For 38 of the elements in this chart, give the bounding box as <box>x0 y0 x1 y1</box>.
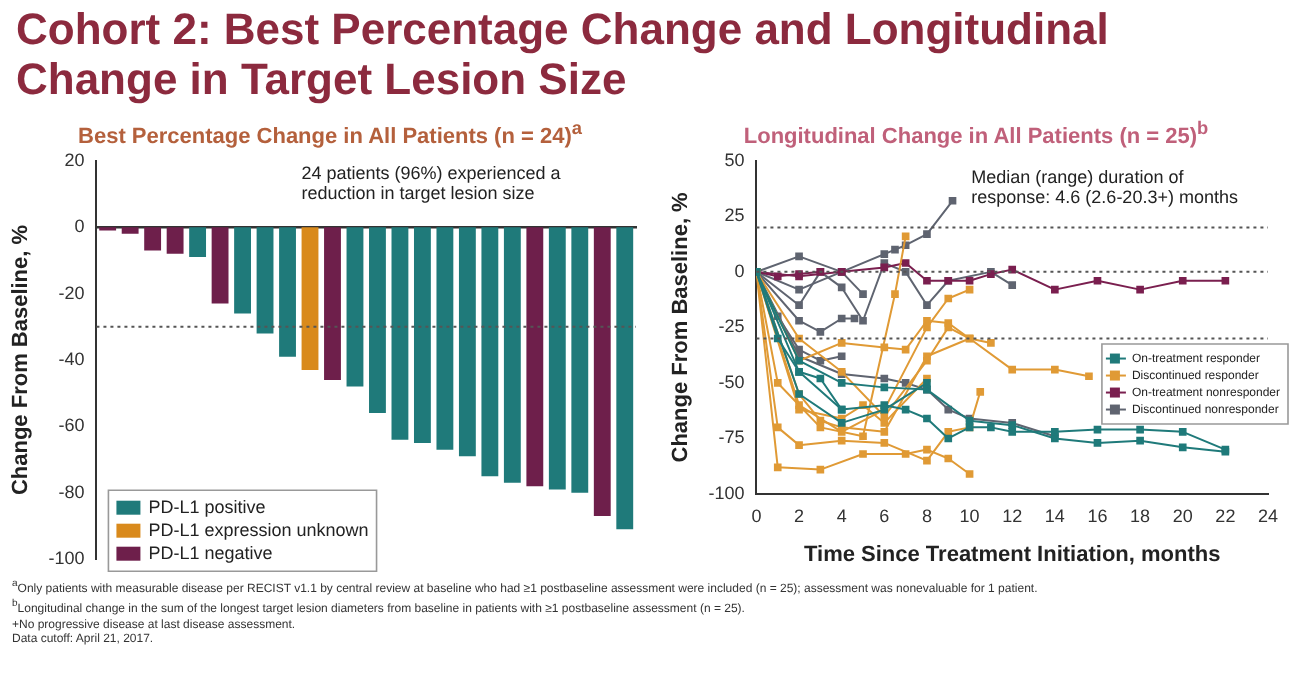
y-axis-title: Change From Baseline, % <box>9 224 34 496</box>
x-tick-label: 20 <box>1172 505 1193 526</box>
x-tick-label: 4 <box>836 505 847 526</box>
x-tick-label: 18 <box>1130 505 1151 526</box>
y-tick-label: 50 <box>724 149 745 170</box>
legend-label: PD-L1 expression unknown <box>148 519 369 540</box>
y-tick-label: -25 <box>718 316 745 337</box>
x-tick-label: 12 <box>1002 505 1023 526</box>
legend-label: PD-L1 positive <box>148 496 266 517</box>
x-tick-label: 8 <box>921 505 932 526</box>
annotation: Median (range) duration of response: 4.6 (2.6-20.3+) months <box>971 166 1239 207</box>
y-tick-label: -60 <box>58 415 85 436</box>
y-tick-label: -20 <box>58 282 85 303</box>
annotation: 24 patients (96%) experienced a reduction in target lesion size <box>301 162 561 203</box>
x-tick-label: 14 <box>1044 505 1065 526</box>
chart-title: Cohort 2: Best Percentage Change and Longitudinal Change in Target Lesion Size <box>16 4 1111 104</box>
legend-label: PD-L1 negative <box>148 542 273 563</box>
x-axis-title: Time Since Treatment Initiation, months <box>803 542 1221 567</box>
y-tick-label: 0 <box>734 260 745 281</box>
x-tick-label: 0 <box>751 505 762 526</box>
x-tick-label: 24 <box>1257 505 1279 526</box>
y-tick-label: 20 <box>64 149 85 170</box>
y-tick-label: -75 <box>718 427 745 448</box>
x-tick-label: 10 <box>959 505 980 526</box>
y-tick-label: 25 <box>724 205 745 226</box>
y-tick-label: -100 <box>708 482 745 503</box>
y-tick-label: -80 <box>58 481 85 502</box>
x-tick-label: 22 <box>1215 505 1236 526</box>
y-tick-label: -100 <box>48 548 85 569</box>
y-axis-title: Change From Baseline, % <box>669 191 694 463</box>
x-tick-label: 2 <box>794 505 805 526</box>
x-tick-label: 16 <box>1087 505 1108 526</box>
chart-title: Longitudinal Change in All Patients (n = 25)$^{b}$ <box>741 116 1211 150</box>
y-tick-label: -50 <box>718 371 745 392</box>
x-tick-label: 6 <box>879 505 890 526</box>
y-tick-label: 0 <box>74 216 85 237</box>
chart-subtitle: Best Percentage Change in All Patients (n = 24)$^{a}$ <box>76 116 584 150</box>
y-tick-label: -40 <box>58 348 85 369</box>
